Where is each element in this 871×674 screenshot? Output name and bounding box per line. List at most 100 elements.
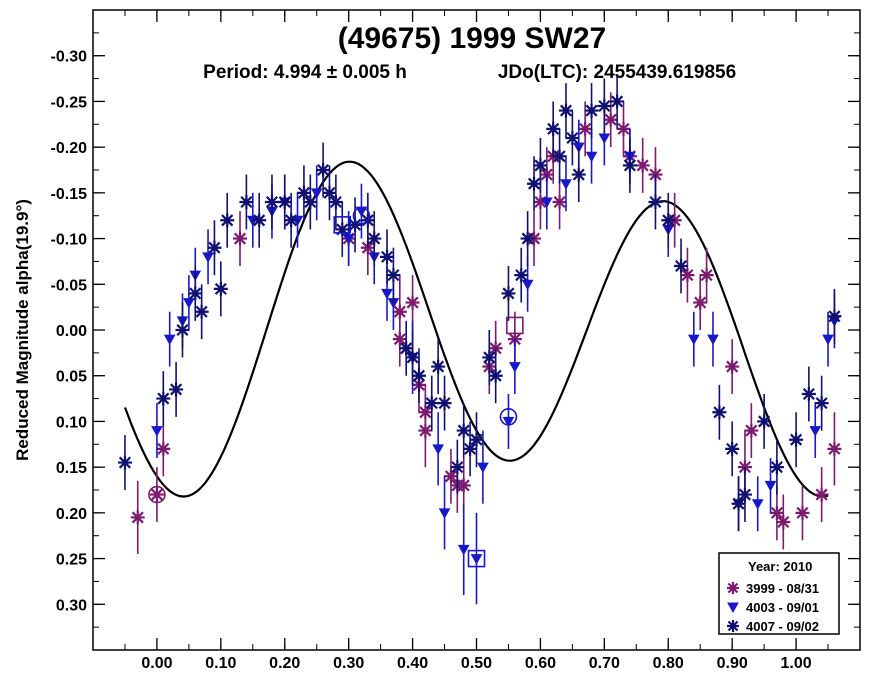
- asterisk-marker: [418, 423, 433, 438]
- triangle-marker: [477, 462, 489, 474]
- data-point: [130, 480, 145, 554]
- y-tick-label: 0.10: [56, 414, 87, 431]
- data-point: [392, 311, 407, 367]
- asterisk-marker: [795, 505, 810, 520]
- triangle-marker: [163, 334, 176, 346]
- legend-item-3: 4007 - 09/02: [727, 619, 819, 634]
- legend-label: 4003 - 09/01: [746, 600, 819, 615]
- data-point: [680, 247, 695, 303]
- data-point: [469, 412, 484, 468]
- asterisk-marker: [252, 213, 267, 228]
- data-point: [737, 467, 752, 522]
- y-tick-label: -0.10: [51, 232, 88, 249]
- data-point: [450, 439, 465, 495]
- x-tick-label: 0.50: [461, 655, 492, 672]
- data-point: [789, 412, 804, 468]
- data-point: [610, 74, 625, 129]
- data-point: [156, 421, 171, 477]
- data-point: [239, 174, 254, 230]
- asterisk-marker: [335, 222, 350, 237]
- series-3: [117, 74, 842, 532]
- data-point: [558, 83, 573, 138]
- data-point: [616, 101, 631, 157]
- asterisk-marker: [571, 167, 586, 182]
- data-point: [316, 142, 331, 198]
- data-point: [342, 211, 355, 266]
- asterisk-marker: [699, 268, 714, 283]
- legend-label: 3999 - 08/31: [746, 581, 819, 596]
- x-tick-label: 0.20: [269, 655, 300, 672]
- asterisk-marker: [424, 396, 439, 411]
- legend-items: 3999 - 08/31 4003 - 09/01 4007 - 09/02: [727, 581, 819, 634]
- plot-area: [117, 74, 842, 605]
- x-tick-label: 0.10: [205, 655, 236, 672]
- asterisk-marker: [769, 505, 784, 520]
- asterisk-marker: [188, 286, 203, 301]
- highlight-square: [506, 316, 524, 335]
- asterisk-marker: [149, 487, 164, 502]
- data-point: [207, 220, 222, 276]
- data-point: [795, 485, 810, 541]
- data-point: [776, 494, 791, 550]
- data-point: [194, 284, 209, 340]
- asterisk-marker: [488, 368, 503, 383]
- data-point: [149, 467, 164, 522]
- y-tick-label: -0.25: [51, 94, 88, 111]
- asterisk-marker: [348, 217, 363, 232]
- asterisk-marker: [322, 185, 337, 200]
- data-point: [514, 247, 529, 303]
- data-point: [814, 467, 829, 522]
- data-point: [744, 403, 759, 458]
- triangle-marker: [809, 426, 822, 437]
- data-point: [220, 192, 235, 248]
- data-point: [424, 375, 439, 431]
- asterisk-marker: [239, 195, 254, 209]
- asterisk-marker: [392, 304, 407, 319]
- asterisk-marker: [367, 231, 382, 246]
- data-point: [213, 261, 228, 317]
- asterisk-marker: [727, 620, 739, 632]
- data-point: [560, 156, 572, 212]
- triangle-marker: [598, 133, 611, 145]
- asterisk-marker: [693, 295, 708, 310]
- triangle-marker: [202, 252, 214, 263]
- asterisk-marker: [725, 359, 740, 374]
- y-tick-label: 0.25: [56, 552, 87, 569]
- asterisk-marker: [546, 121, 561, 136]
- asterisk-marker: [207, 240, 222, 255]
- x-tick-label: 0.80: [653, 655, 684, 672]
- y-tick-label: 0.00: [56, 323, 87, 340]
- data-point: [597, 78, 612, 134]
- data-point: [546, 101, 561, 157]
- asterisk-marker: [727, 582, 739, 594]
- asterisk-marker: [213, 281, 228, 296]
- asterisk-marker: [552, 149, 567, 164]
- asterisk-marker: [514, 268, 529, 283]
- data-point: [509, 339, 521, 394]
- data-point: [501, 266, 516, 321]
- asterisk-marker: [744, 423, 759, 438]
- x-tick-label: 1.00: [781, 655, 812, 672]
- data-point: [520, 211, 535, 266]
- data-point: [751, 476, 764, 532]
- data-point: [725, 339, 740, 394]
- asterisk-marker: [405, 295, 420, 310]
- data-point: [801, 366, 816, 422]
- asterisk-marker: [117, 455, 132, 470]
- triangle-marker: [540, 197, 553, 209]
- data-point: [584, 83, 599, 138]
- asterisk-marker: [674, 259, 689, 273]
- period-label: Period: 4.994 ± 0.005 h: [203, 62, 407, 83]
- legend-item-1: 3999 - 08/31: [727, 581, 819, 596]
- asterisk-marker: [175, 323, 190, 337]
- data-point: [565, 110, 580, 166]
- triangle-marker: [457, 544, 470, 556]
- asterisk-marker: [814, 396, 829, 411]
- triangle-marker: [560, 179, 572, 190]
- data-point: [438, 476, 451, 550]
- x-tick-label: 0.00: [141, 655, 172, 672]
- asterisk-marker: [539, 167, 554, 182]
- data-point: [328, 174, 343, 230]
- data-point: [296, 165, 311, 221]
